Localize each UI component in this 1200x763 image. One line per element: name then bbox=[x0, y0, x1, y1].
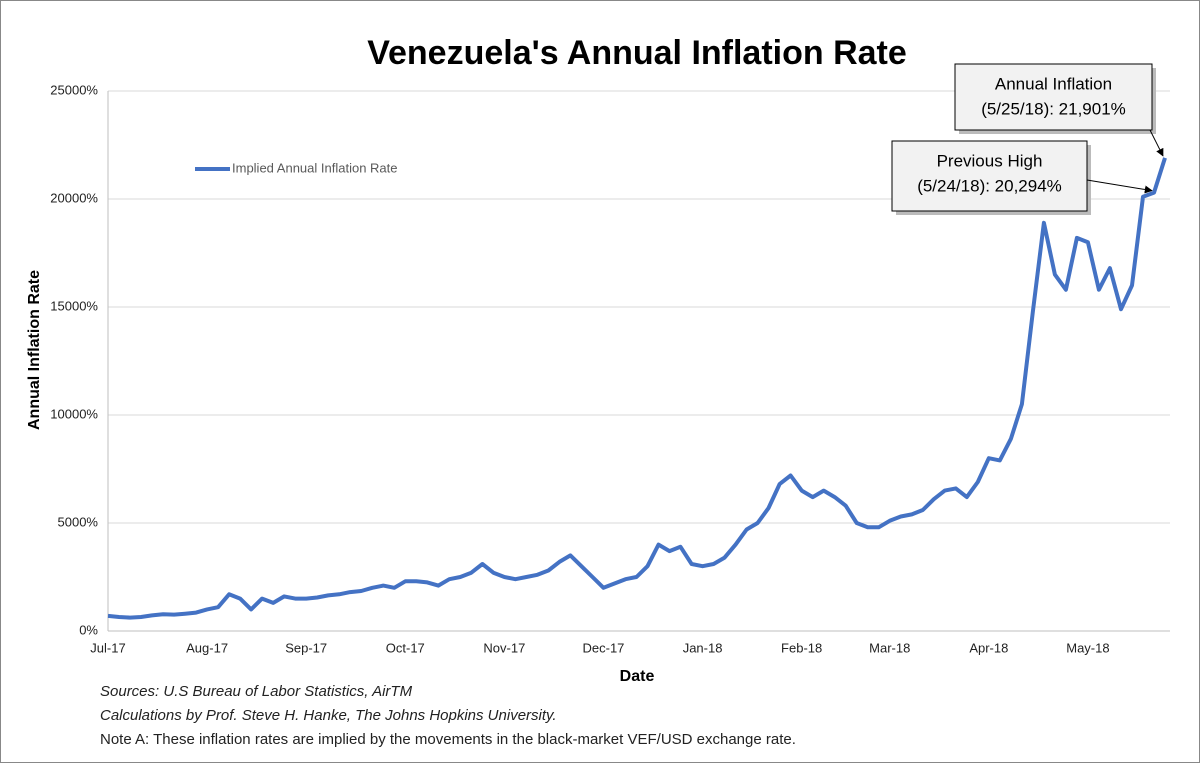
note: Sources: U.S Bureau of Labor Statistics,… bbox=[100, 683, 413, 700]
y-tick-label: 20000% bbox=[50, 190, 98, 205]
annotation-text: (5/24/18): 20,294% bbox=[917, 176, 1062, 195]
annotation-box bbox=[954, 63, 1153, 131]
note: Note A: These inflation rates are implie… bbox=[100, 731, 796, 748]
x-axis-title: Date bbox=[620, 668, 655, 685]
x-tick-label: Aug-17 bbox=[186, 640, 228, 655]
x-tick-label: Apr-18 bbox=[969, 640, 1008, 655]
x-tick-label: Jul-17 bbox=[90, 640, 125, 655]
annotation-text: Annual Inflation bbox=[995, 74, 1112, 93]
x-tick-label: Dec-17 bbox=[583, 640, 625, 655]
y-tick-label: 15000% bbox=[50, 298, 98, 313]
x-tick-label: May-18 bbox=[1066, 640, 1109, 655]
legend-label: Implied Annual Inflation Rate bbox=[232, 160, 398, 175]
x-tick-label: Jan-18 bbox=[683, 640, 723, 655]
x-tick-label: Feb-18 bbox=[781, 640, 822, 655]
y-axis-title: Annual Inflation Rate bbox=[26, 270, 43, 430]
annotation-arrow bbox=[1149, 129, 1164, 157]
y-tick-label: 0% bbox=[79, 622, 98, 637]
y-tick-label: 5000% bbox=[58, 514, 99, 529]
annotation-arrow bbox=[1086, 179, 1153, 194]
annotation-box bbox=[891, 140, 1088, 212]
annotation-text: (5/25/18): 21,901% bbox=[981, 99, 1126, 118]
y-tick-label: 10000% bbox=[50, 406, 98, 421]
x-tick-label: Sep-17 bbox=[285, 640, 327, 655]
annotation-text: Previous High bbox=[937, 151, 1043, 170]
x-tick-label: Oct-17 bbox=[386, 640, 425, 655]
x-tick-label: Mar-18 bbox=[869, 640, 910, 655]
chart-title: Venezuela's Annual Inflation Rate bbox=[367, 34, 907, 72]
x-tick-label: Nov-17 bbox=[483, 640, 525, 655]
series-line bbox=[107, 157, 1167, 620]
note: Calculations by Prof. Steve H. Hanke, Th… bbox=[100, 707, 557, 724]
y-tick-label: 25000% bbox=[50, 82, 98, 97]
